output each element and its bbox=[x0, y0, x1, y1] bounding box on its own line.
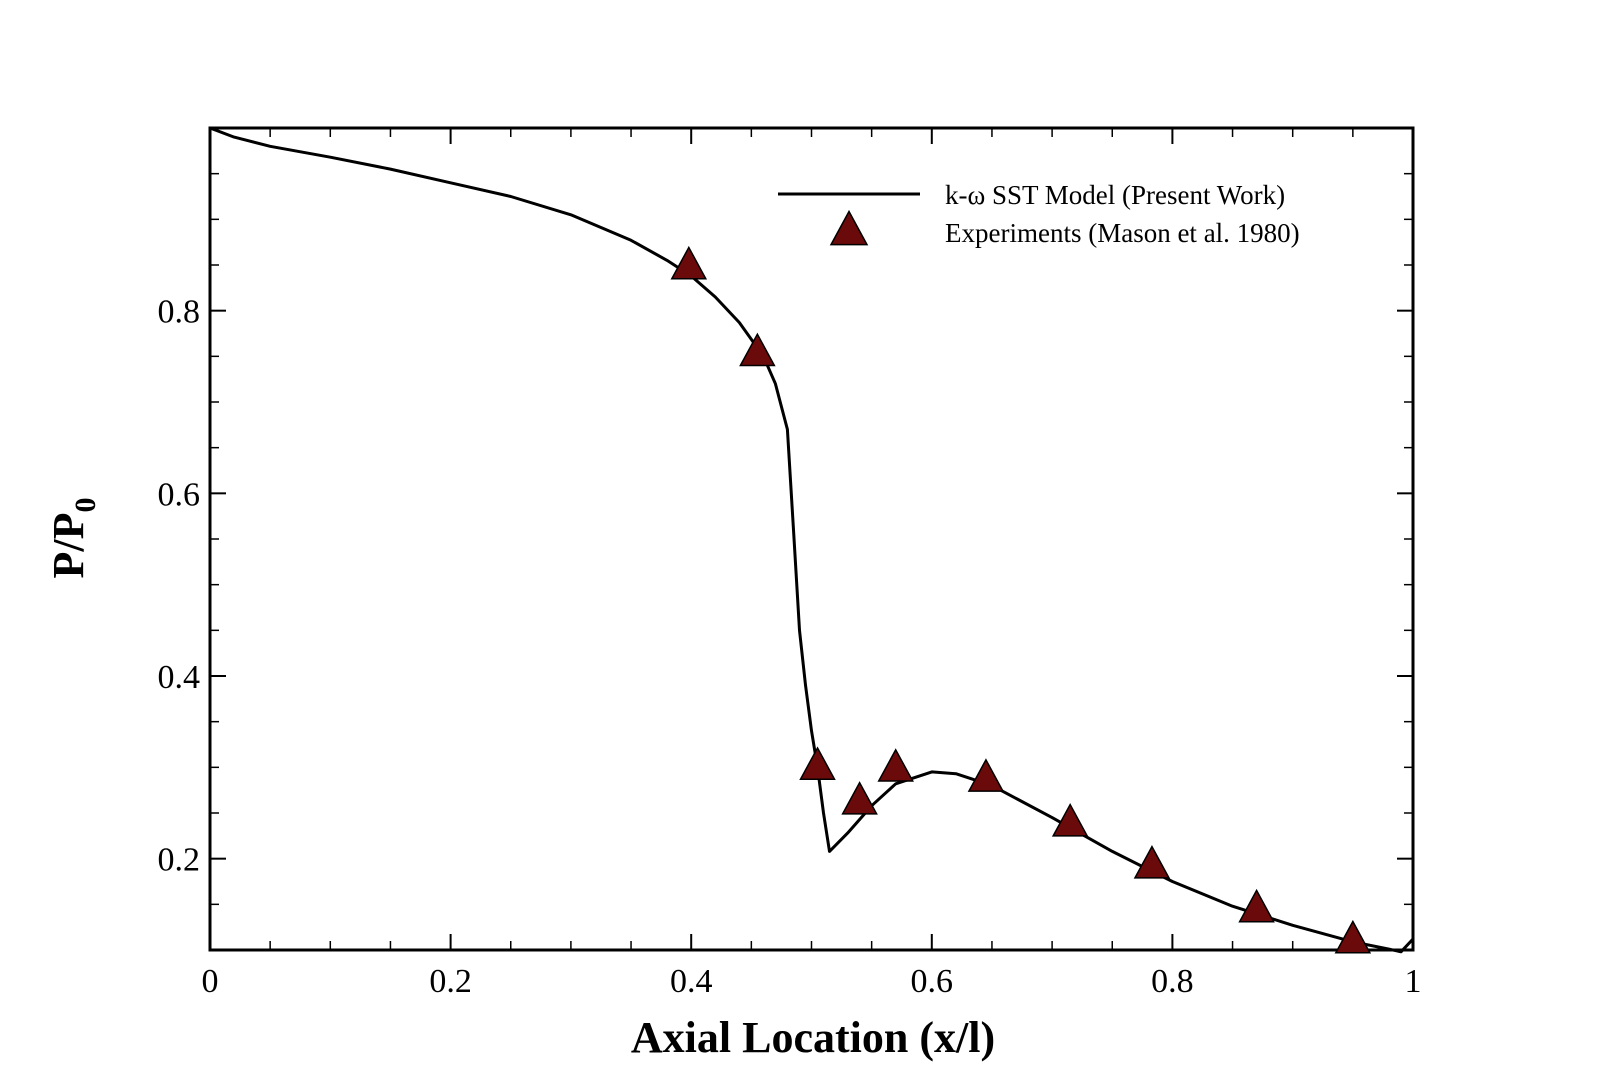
legend-label-experiments: Experiments (Mason et al. 1980) bbox=[945, 218, 1300, 248]
experiment-point bbox=[877, 748, 914, 782]
experiment-point bbox=[739, 332, 776, 367]
plot-frame bbox=[208, 126, 1415, 952]
experiment-point bbox=[1133, 845, 1171, 879]
experiment-point bbox=[967, 758, 1005, 792]
y-axis-title: P/P0 bbox=[44, 498, 102, 579]
y-axis-title-main: P/P bbox=[44, 513, 93, 579]
series-line-sst-model bbox=[209, 126, 1415, 954]
y-tick-label: 0.8 bbox=[158, 294, 201, 331]
experiment-point bbox=[670, 245, 708, 280]
x-axis-title: Axial Location (x/l) bbox=[631, 1013, 995, 1062]
legend-label-sst-model: k-ω SST Model (Present Work) bbox=[945, 180, 1285, 210]
experiment-point bbox=[799, 746, 836, 780]
y-tick-label: 0.2 bbox=[158, 842, 201, 879]
experiment-point bbox=[1238, 888, 1275, 923]
legend-triangle-swatch bbox=[829, 209, 869, 246]
y-tick-label: 0.4 bbox=[158, 659, 201, 696]
plot-area: 0 0.2 0.4 0.6 0.8 1 0.2 0.4 0.6 0.8 k-ω SST Model … bbox=[158, 126, 1422, 1000]
x-tick-label: 0.4 bbox=[670, 963, 713, 1000]
experiment-point bbox=[1334, 919, 1372, 954]
experiment-point bbox=[841, 781, 878, 815]
y-axis-title-subscript: 0 bbox=[69, 498, 102, 513]
svg-text:P/P0: P/P0 bbox=[44, 498, 102, 579]
x-tick-label: 0.2 bbox=[429, 963, 472, 1000]
x-tick-label: 1 bbox=[1405, 963, 1422, 1000]
x-tick-label: 0.6 bbox=[911, 963, 954, 1000]
x-tick-label: 0.8 bbox=[1151, 963, 1194, 1000]
experiment-point bbox=[1051, 802, 1089, 837]
x-tick-label: 0 bbox=[202, 963, 219, 1000]
y-tick-label: 0.6 bbox=[158, 476, 201, 513]
